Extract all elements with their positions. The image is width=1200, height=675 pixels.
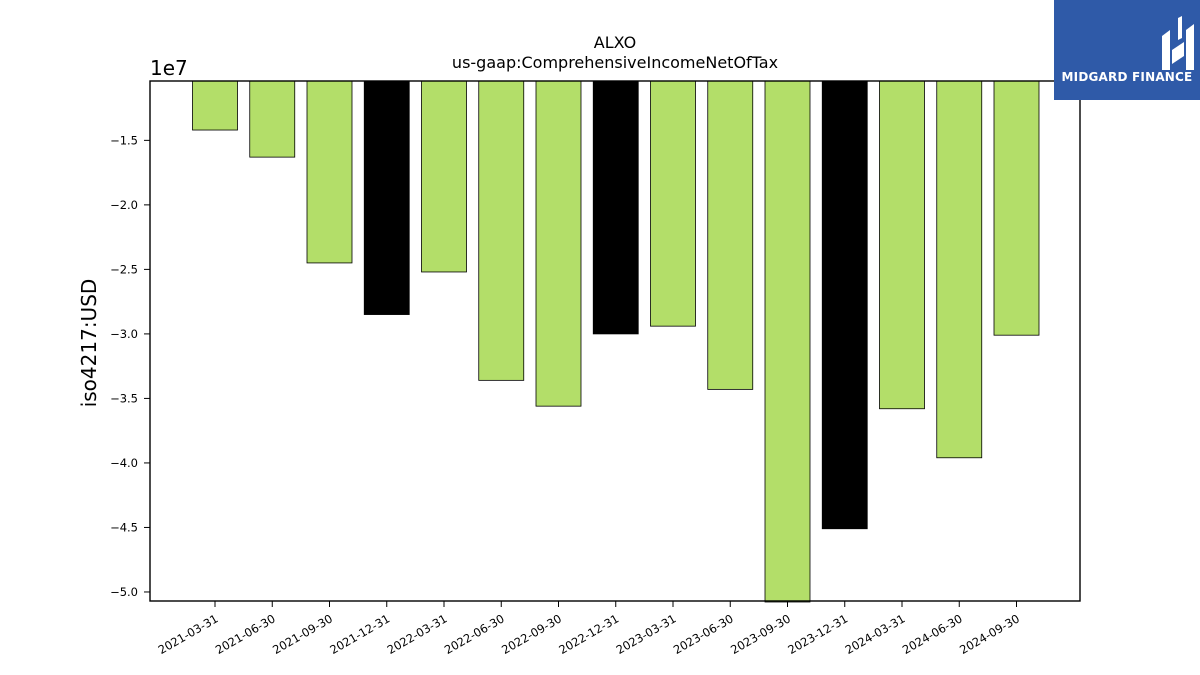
y-ticks: −1.5 −2.0 −2.5 −3.0 −3.5 −4.0 −4.5 −5.0: [110, 133, 150, 599]
x-tick-label: 2024-09-30: [957, 611, 1022, 657]
x-tick-label: 2023-06-30: [671, 611, 736, 657]
y-tick-label: −2.5: [110, 262, 138, 276]
midgard-finance-logo: MIDGARD FINANCE: [1054, 0, 1200, 100]
bar-2024-09-30: [993, 80, 1040, 336]
bar-2022-12-31: [592, 80, 639, 335]
x-tick-label: 2021-03-31: [156, 611, 221, 657]
y-tick-label: −5.0: [110, 585, 138, 599]
bar-2021-06-30: [249, 80, 296, 158]
bar-2023-06-30: [707, 80, 754, 390]
bar-2023-09-30: [764, 80, 811, 603]
y-axis-offset-label: 1e7: [150, 56, 188, 80]
bar-2021-12-31: [363, 80, 410, 315]
x-tick-label: 2022-12-31: [556, 611, 621, 657]
bar-2023-12-31: [821, 80, 868, 530]
bar-2024-06-30: [936, 80, 983, 459]
x-tick-label: 2023-09-30: [728, 611, 793, 657]
x-tick-label: 2022-03-31: [385, 611, 450, 657]
x-tick-label: 2021-06-30: [213, 611, 278, 657]
x-tick-label: 2022-06-30: [442, 611, 507, 657]
y-tick-label: −2.0: [110, 198, 138, 212]
x-tick-label: 2021-09-30: [270, 611, 335, 657]
y-tick-label: −4.5: [110, 520, 138, 534]
bar-2021-09-30: [306, 80, 353, 264]
logo-text: MIDGARD FINANCE: [1061, 70, 1193, 84]
y-tick-label: −3.0: [110, 327, 138, 341]
y-tick-label: −3.5: [110, 391, 138, 405]
x-tick-label: 2022-09-30: [499, 611, 564, 657]
chart-subtitle: us-gaap:ComprehensiveIncomeNetOfTax: [452, 53, 778, 72]
y-tick-label: −1.5: [110, 133, 138, 147]
plot-frame: [149, 80, 1081, 602]
y-axis-label: iso4217:USD: [77, 279, 101, 408]
x-tick-label: 2023-12-31: [785, 611, 850, 657]
x-tick-label: 2023-03-31: [614, 611, 679, 657]
x-ticks: 2021-03-312021-06-302021-09-302021-12-31…: [156, 601, 1022, 657]
bar-2024-03-31: [879, 80, 925, 410]
bar-2022-09-30: [535, 80, 582, 407]
x-tick-label: 2021-12-31: [327, 611, 392, 657]
midgard-logo-icon: [1162, 16, 1194, 70]
bar-2021-03-31: [192, 80, 238, 131]
y-tick-label: −4.0: [110, 456, 138, 470]
x-tick-label: 2024-03-31: [843, 611, 908, 657]
bar-2022-03-31: [421, 80, 467, 273]
bar-2022-06-30: [478, 80, 525, 381]
bar-2023-03-31: [650, 80, 696, 327]
chart-title: ALXO: [594, 33, 636, 52]
x-tick-label: 2024-06-30: [900, 611, 965, 657]
bars-layer: [192, 80, 1040, 603]
